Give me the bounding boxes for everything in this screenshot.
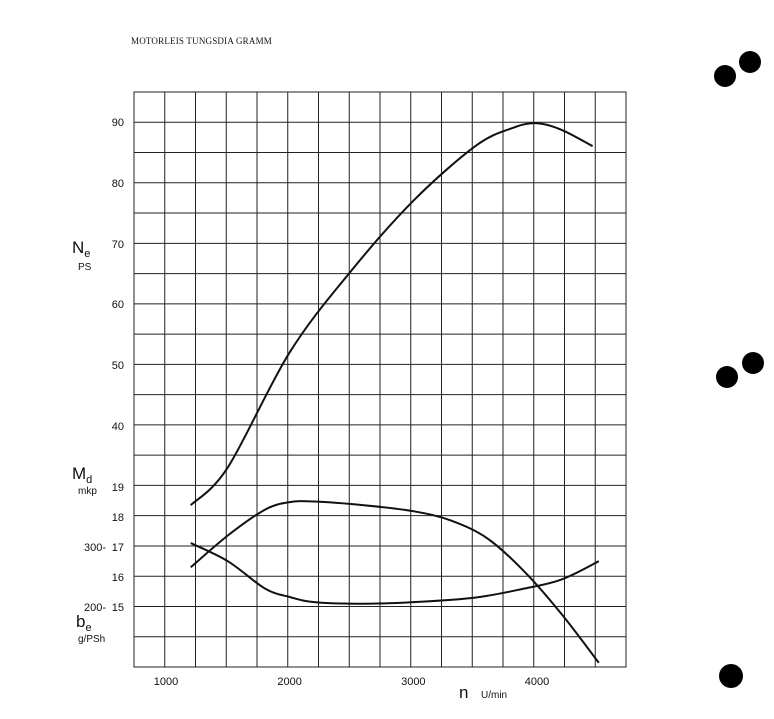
- x-tick-label: 3000: [401, 676, 425, 688]
- punch-hole: [714, 65, 736, 87]
- punch-hole: [742, 352, 764, 374]
- power-tick-label: 70: [112, 239, 124, 251]
- chart-tick-labels: 1000 2000 3000 4000 90 80 70 60 50 40 19 18 17 16 15 30…: [84, 117, 549, 688]
- torque-curve: [190, 500, 600, 664]
- torque-tick-label: 16: [112, 572, 124, 584]
- x-tick-label: 4000: [525, 676, 549, 688]
- x-axis-unit: U/min: [481, 690, 507, 701]
- torque-tick-label: 17: [112, 542, 124, 554]
- consumption-axis-unit: g/PSh: [78, 634, 105, 645]
- x-tick-label: 2000: [277, 676, 301, 688]
- torque-tick-label: 18: [112, 512, 124, 524]
- power-curve: [190, 122, 594, 506]
- chart-curves: [190, 122, 600, 664]
- x-axis-symbol: n: [459, 683, 468, 702]
- chart-title: MOTORLEIS TUNGSDIA GRAMM: [131, 36, 272, 46]
- consumption-axis-symbol: be: [76, 612, 92, 634]
- punch-hole: [739, 51, 761, 73]
- punch-hole: [719, 664, 743, 688]
- consumption-curve: [190, 542, 600, 605]
- x-tick-label: 1000: [154, 676, 178, 688]
- torque-tick-label: 15: [112, 602, 124, 614]
- chart-grid: [133, 91, 627, 668]
- torque-tick-label: 19: [112, 482, 124, 494]
- power-tick-label: 80: [112, 178, 124, 190]
- consumption-tick-label: 300-: [84, 542, 106, 554]
- power-tick-label: 90: [112, 117, 124, 129]
- power-axis-unit: PS: [78, 262, 92, 273]
- punch-holes: [714, 51, 764, 688]
- punch-hole: [716, 366, 738, 388]
- consumption-tick-label: 200-: [84, 602, 106, 614]
- power-axis-symbol: Ne: [72, 238, 90, 260]
- torque-axis-unit: mkp: [78, 486, 97, 497]
- power-tick-label: 50: [112, 360, 124, 372]
- power-tick-label: 60: [112, 299, 124, 311]
- torque-axis-symbol: Md: [72, 464, 92, 486]
- power-tick-label: 40: [112, 421, 124, 433]
